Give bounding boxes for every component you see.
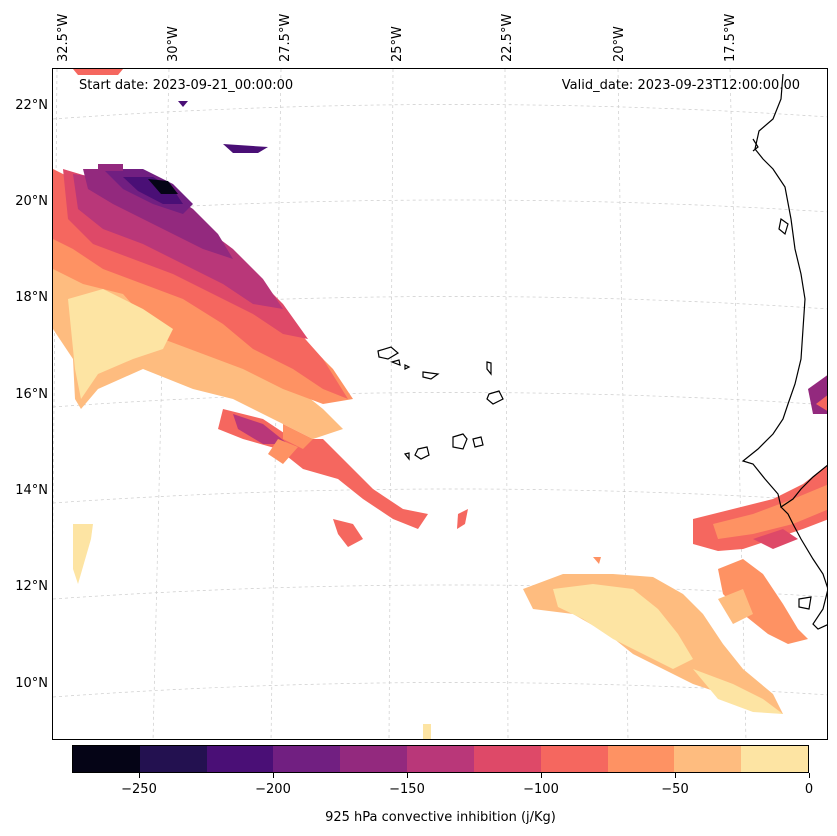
colorbar-swatch bbox=[473, 746, 541, 772]
lon-tick-label: 27.5°W bbox=[278, 13, 293, 62]
colorbar-tick-label: −250 bbox=[121, 782, 157, 797]
lon-tick-label: 32.5°W bbox=[56, 13, 71, 62]
colorbar-tick-mark bbox=[406, 773, 408, 778]
colorbar-swatch bbox=[674, 746, 742, 772]
colorbar bbox=[72, 745, 809, 773]
colorbar-swatch bbox=[741, 746, 808, 772]
lat-tick-label: 16°N bbox=[15, 387, 48, 402]
lon-tick-label: 30°W bbox=[166, 26, 181, 62]
colorbar-tick-label: 0 bbox=[804, 782, 814, 797]
colorbar-tick-mark bbox=[808, 773, 810, 778]
colorbar-tick-mark bbox=[272, 773, 274, 778]
valid-date-label: Valid_date: 2023-09-23T12:00:00.00 bbox=[561, 78, 800, 93]
colorbar-tick-mark bbox=[540, 773, 542, 778]
cin-small-patch-2 bbox=[223, 144, 268, 153]
colorbar-swatch bbox=[407, 746, 474, 772]
cin-small-patch-3 bbox=[73, 69, 123, 75]
lat-tick-label: 12°N bbox=[15, 579, 48, 594]
colorbar-swatch bbox=[206, 746, 274, 772]
lat-tick-label: 18°N bbox=[15, 290, 48, 305]
lat-tick-label: 20°N bbox=[15, 194, 48, 209]
colorbar-swatch bbox=[340, 746, 408, 772]
map-panel bbox=[52, 68, 828, 740]
colorbar-tick-label: −200 bbox=[255, 782, 291, 797]
colorbar-label: 925 hPa convective inhibition (j/Kg) bbox=[325, 810, 556, 825]
cin-level-minus-200 bbox=[123, 177, 183, 204]
colorbar-swatch bbox=[540, 746, 608, 772]
cin-level-minus-150 bbox=[83, 169, 233, 259]
colorbar-tick-mark bbox=[674, 773, 676, 778]
lon-tick-label: 17.5°W bbox=[723, 13, 738, 62]
lon-tick-label: 25°W bbox=[390, 26, 405, 62]
colorbar-tick-label: −100 bbox=[523, 782, 559, 797]
colorbar-tick-label: −150 bbox=[389, 782, 425, 797]
cin-small-patch-4 bbox=[178, 101, 188, 107]
lon-tick-label: 20°W bbox=[612, 26, 627, 62]
cin-level-minus-250 bbox=[148, 179, 178, 194]
lat-tick-label: 14°N bbox=[15, 483, 48, 498]
cin-small-patch bbox=[98, 164, 123, 171]
colorbar-tick-label: −50 bbox=[661, 782, 689, 797]
lon-tick-label: 22.5°W bbox=[500, 13, 515, 62]
lat-tick-label: 10°N bbox=[15, 676, 48, 691]
cin-level-minus-25-core bbox=[68, 289, 173, 399]
colorbar-swatch bbox=[73, 746, 140, 772]
lat-tick-label: 22°N bbox=[15, 98, 48, 113]
colorbar-tick-mark bbox=[138, 773, 140, 778]
map-canvas bbox=[53, 69, 827, 739]
cin-coastal-band bbox=[693, 375, 827, 551]
colorbar-swatch bbox=[607, 746, 675, 772]
colorbar-swatch bbox=[273, 746, 341, 772]
colorbar-swatch bbox=[139, 746, 207, 772]
cin-tail bbox=[218, 409, 468, 547]
start-date-label: Start date: 2023-09-21_00:00:00 bbox=[79, 78, 294, 93]
coastlines bbox=[741, 73, 827, 630]
cape-verde-islands bbox=[377, 346, 504, 461]
cin-south-band bbox=[73, 524, 808, 739]
cin-nw-band bbox=[53, 69, 353, 439]
